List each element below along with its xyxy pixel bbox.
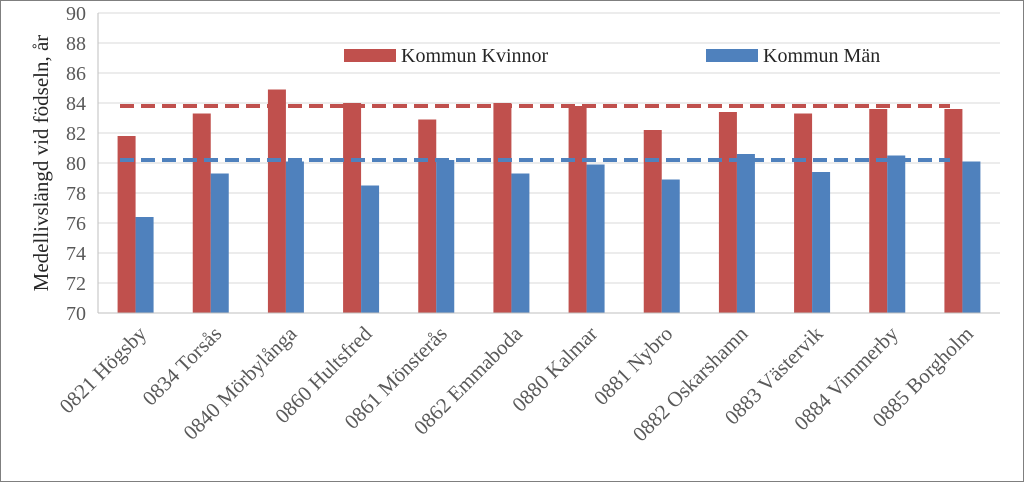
legend-swatch bbox=[344, 49, 396, 62]
bar-man bbox=[586, 164, 605, 313]
bar-kvinnor bbox=[869, 109, 888, 313]
axes bbox=[97, 13, 1000, 314]
bar-man bbox=[962, 161, 981, 313]
y-tick-label: 76 bbox=[66, 213, 86, 235]
bar-kvinnor bbox=[267, 89, 286, 313]
bar-kvinnor bbox=[944, 109, 963, 313]
y-tick-label: 88 bbox=[66, 33, 86, 55]
bar-man bbox=[812, 172, 831, 313]
bar-kvinnor bbox=[117, 136, 136, 313]
y-tick-label: 80 bbox=[66, 153, 86, 175]
y-axis-title: Medellivslängd vid födseln, år bbox=[29, 35, 53, 292]
y-tick-labels: 70 72 74 76 78 80 82 84 86 88 90 bbox=[66, 3, 86, 325]
gridlines bbox=[98, 12, 1000, 284]
legend-label: Kommun Kvinnor bbox=[401, 45, 549, 67]
y-tick-label: 82 bbox=[66, 123, 86, 145]
bar-man bbox=[887, 155, 906, 313]
reference-lines bbox=[120, 104, 950, 162]
y-tick-label: 70 bbox=[66, 303, 86, 325]
bar-kvinnor bbox=[493, 103, 512, 313]
bar-kvinnor bbox=[192, 113, 211, 313]
y-tick-label: 84 bbox=[66, 93, 86, 115]
bar-kvinnor bbox=[718, 112, 737, 313]
bar-kvinnor bbox=[418, 119, 437, 313]
bar-kvinnor bbox=[568, 106, 587, 313]
legend-label: Kommun Män bbox=[763, 45, 880, 67]
y-tick-label: 78 bbox=[66, 183, 86, 205]
y-tick-label: 72 bbox=[66, 273, 86, 295]
y-tick-label: 86 bbox=[66, 63, 86, 85]
legend: Kommun Kvinnor Kommun Män bbox=[344, 45, 880, 67]
bar-man bbox=[511, 173, 530, 313]
legend-swatch bbox=[706, 49, 758, 62]
bar-kvinnor bbox=[643, 130, 662, 313]
bar-man bbox=[661, 179, 680, 313]
bar-kvinnor bbox=[794, 113, 813, 313]
bar-man bbox=[210, 173, 229, 313]
bar-man bbox=[135, 217, 154, 313]
bar-man bbox=[736, 154, 755, 313]
bars bbox=[117, 89, 981, 313]
bar-man bbox=[285, 161, 304, 313]
y-tick-label: 90 bbox=[66, 3, 86, 25]
bar-man bbox=[436, 160, 455, 313]
y-tick-label: 74 bbox=[66, 243, 86, 265]
bar-man bbox=[361, 185, 380, 313]
bar-kvinnor bbox=[343, 103, 362, 313]
